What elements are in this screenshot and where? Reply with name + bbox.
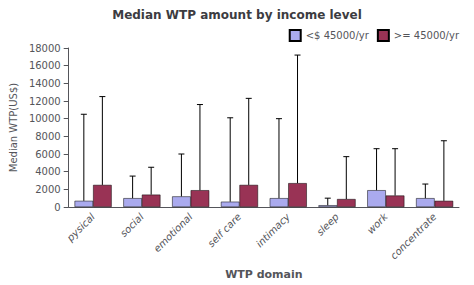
svg-text:6000: 6000 xyxy=(35,149,60,160)
svg-text:4000: 4000 xyxy=(35,166,60,177)
svg-text:0: 0 xyxy=(54,202,60,213)
svg-text:14000: 14000 xyxy=(29,78,61,89)
svg-text:2000: 2000 xyxy=(35,184,60,195)
svg-text:intimacy: intimacy xyxy=(254,210,293,249)
svg-text:18000: 18000 xyxy=(29,43,61,54)
svg-text:8000: 8000 xyxy=(35,131,60,142)
svg-text:sleep: sleep xyxy=(314,211,341,238)
svg-text:self care: self care xyxy=(205,211,243,249)
svg-text:concentrate: concentrate xyxy=(388,211,438,261)
svg-text:Median WTP amount by income le: Median WTP amount by income level xyxy=(112,8,362,22)
svg-text:12000: 12000 xyxy=(29,96,61,107)
svg-text:emotional: emotional xyxy=(151,211,194,254)
svg-text:social: social xyxy=(118,211,146,239)
svg-text:work: work xyxy=(365,210,391,236)
svg-text:Median WTP(US$): Median WTP(US$) xyxy=(8,83,19,173)
svg-text:pysical: pysical xyxy=(64,211,97,244)
svg-text:WTP domain: WTP domain xyxy=(225,268,302,281)
svg-text:10000: 10000 xyxy=(29,113,61,124)
svg-text:>= 45000/yr: >= 45000/yr xyxy=(394,30,460,41)
svg-text:16000: 16000 xyxy=(29,60,61,71)
svg-text:<$ 45000/yr: <$ 45000/yr xyxy=(306,30,370,41)
